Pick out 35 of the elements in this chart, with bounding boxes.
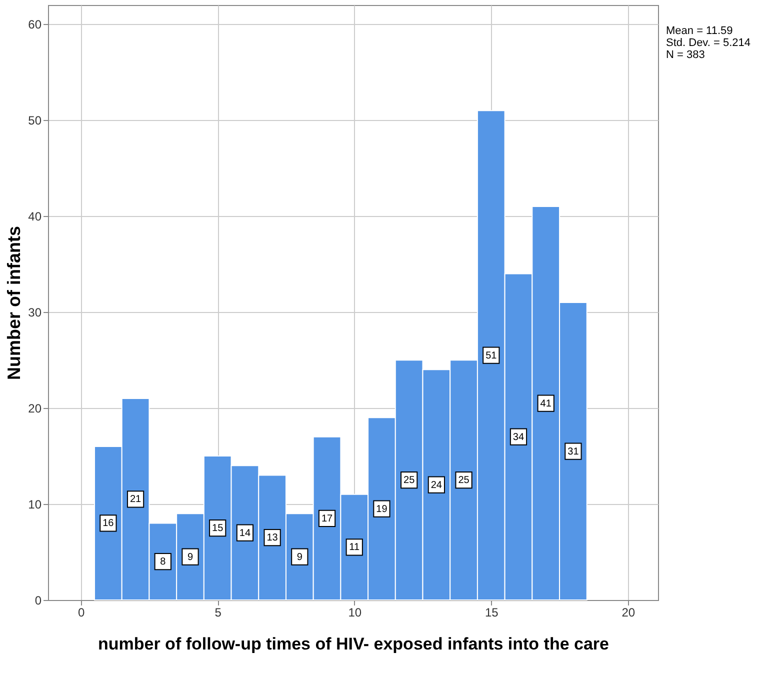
y-tick-label: 20: [28, 402, 42, 416]
data-label: 19: [376, 504, 388, 515]
y-tick-label: 0: [34, 594, 42, 608]
text: Std. Dev. = 5.214: [666, 37, 750, 49]
data-label: 9: [296, 552, 303, 563]
x-tick-label: 10: [348, 606, 362, 620]
y-axis-title: Number of infants: [4, 226, 24, 380]
data-label: 17: [321, 513, 334, 524]
text: Mean = 11.59: [666, 25, 733, 37]
data-label: 51: [486, 350, 498, 362]
x-tick-label: 20: [622, 606, 636, 620]
data-label: 11: [349, 542, 360, 554]
data-label: 9: [187, 552, 194, 563]
y-tick-label: 10: [28, 498, 42, 512]
data-label: 24: [430, 480, 442, 491]
data-label: 34: [512, 432, 524, 443]
y-tick-label: 50: [28, 114, 42, 128]
x-tick-label: 0: [78, 606, 85, 620]
data-label: 31: [568, 446, 580, 458]
data-label: 13: [266, 532, 278, 544]
data-label: 25: [458, 475, 470, 486]
data-label: 16: [102, 518, 114, 530]
data-label: 41: [540, 398, 552, 410]
x-tick-label: 5: [214, 606, 222, 620]
text: N = 383: [666, 49, 705, 61]
data-label: 14: [239, 528, 251, 539]
data-label: 8: [160, 556, 166, 568]
y-tick-label: 40: [28, 210, 42, 224]
y-tick-label: 60: [28, 18, 42, 32]
x-tick-label: 15: [484, 606, 499, 620]
data-label: 15: [212, 523, 224, 534]
y-tick-label: 30: [28, 306, 42, 320]
data-label: 21: [130, 494, 142, 506]
x-axis-title: number of follow-up times of HIV- exposed infants into the care: [98, 634, 609, 654]
data-label: 25: [404, 475, 416, 486]
